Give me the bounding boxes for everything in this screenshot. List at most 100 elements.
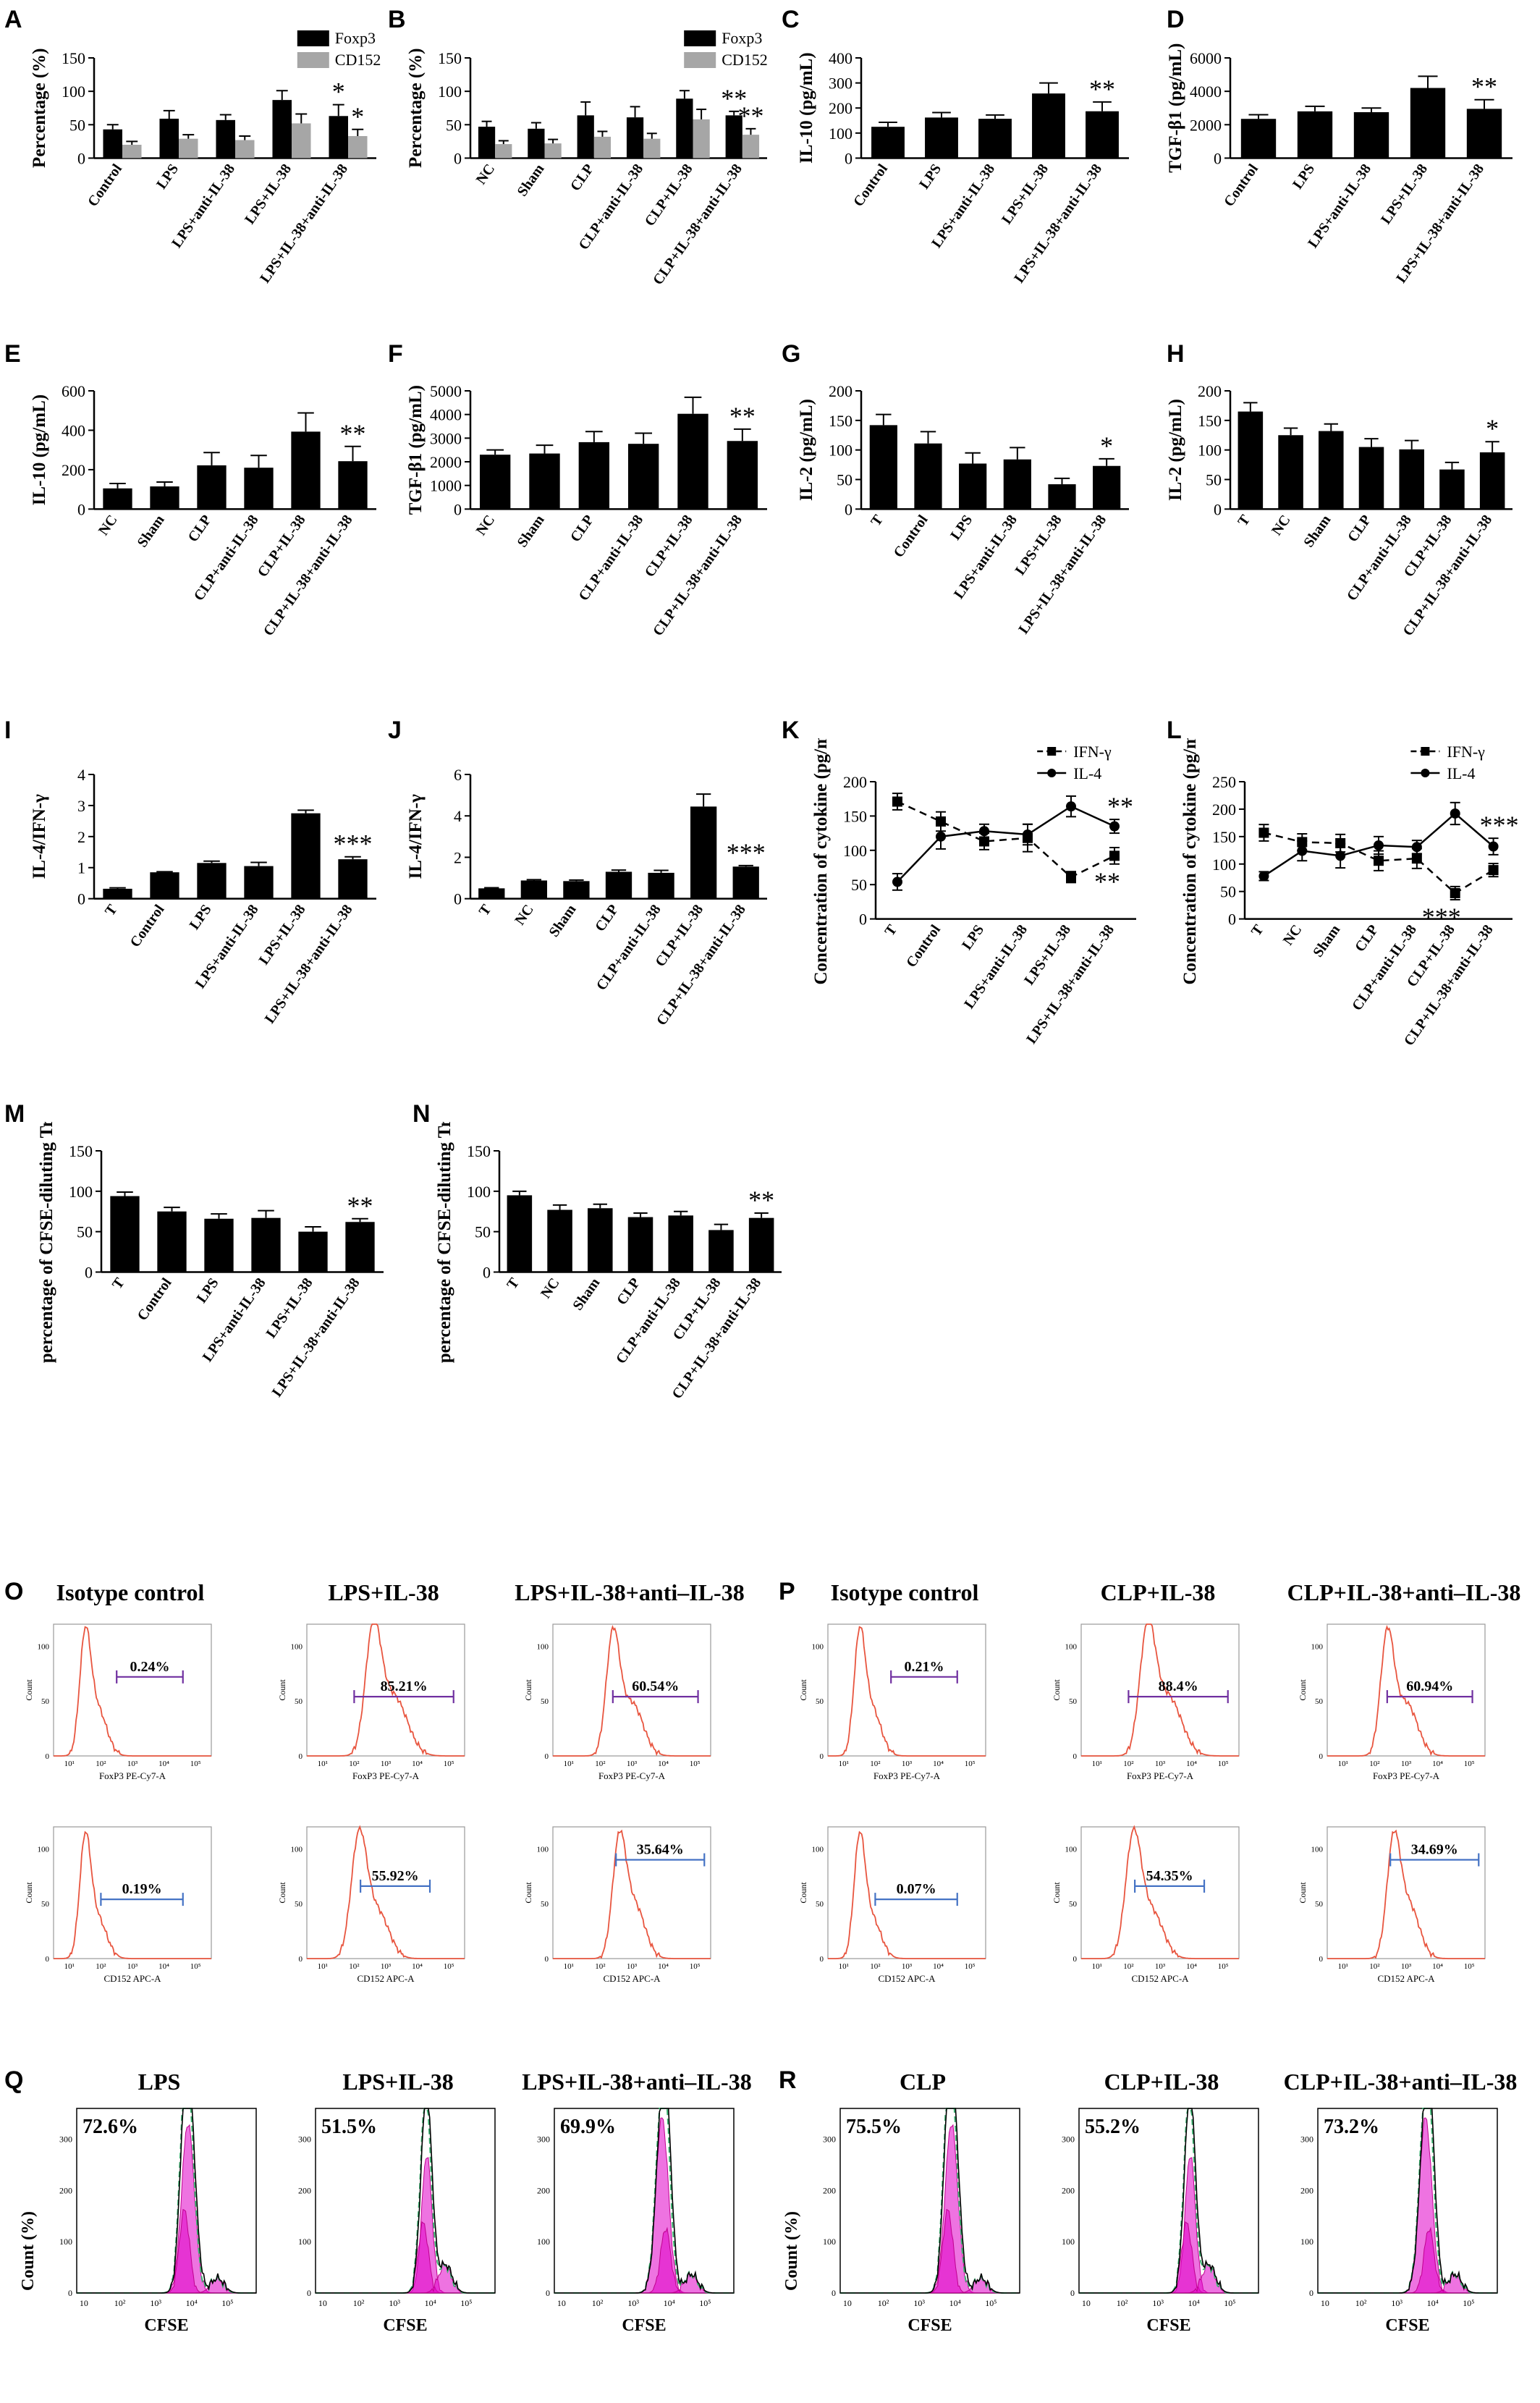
significance-mark: ** (729, 402, 756, 431)
plot-frame (306, 1623, 465, 1757)
y-tick-label: 0 (845, 149, 852, 167)
bar (605, 871, 632, 899)
bar (110, 1196, 140, 1272)
data-point (979, 836, 989, 847)
y-tick-label: 200 (1300, 2185, 1313, 2195)
bar-foxp3 (329, 116, 348, 159)
x-tick-label: NC (538, 1275, 563, 1301)
y-tick-label: 100 (537, 2237, 550, 2247)
x-tick-label: 10³ (627, 2298, 639, 2308)
y-tick-label: 100 (1300, 2237, 1313, 2247)
y-tick-label: 100 (1198, 442, 1222, 460)
bar-foxp3 (478, 127, 496, 159)
y-tick-label: 100 (291, 1845, 303, 1854)
x-tick-label: 10² (870, 1760, 881, 1768)
histogram-trace (307, 1825, 465, 1959)
x-axis-label: CFSE (908, 2316, 952, 2334)
x-tick-label: 10³ (902, 1962, 913, 1971)
x-tick-label: 10⁵ (444, 1962, 454, 1971)
chart-C: 0 100 200 300 400 IL-10 (pg/mL) ** Control LPS LP… (797, 49, 1129, 286)
x-tick-label: 10³ (127, 1760, 138, 1768)
x-tick-label: LPS (947, 512, 976, 544)
x-tick-label: 10⁵ (190, 1962, 201, 1971)
histogram-trace (828, 1626, 986, 1757)
y-tick-label: 0 (77, 500, 85, 518)
bar (1439, 469, 1465, 510)
x-tick-label: 10⁵ (985, 2298, 997, 2308)
x-tick-label: 10⁴ (1188, 2298, 1200, 2308)
y-tick-label: 50 (475, 1223, 491, 1241)
y-tick-label: 6 (454, 766, 462, 784)
y-tick-label: 50 (1315, 1697, 1324, 1706)
bar (507, 1195, 533, 1272)
x-tick-label: LPS (916, 161, 944, 193)
significance-mark: ** (340, 419, 366, 448)
y-tick-label: 0 (68, 2288, 72, 2298)
bar (204, 1218, 234, 1272)
panel-label-M: M (4, 1100, 25, 1128)
raw-histogram (840, 2108, 1020, 2294)
bar (1086, 111, 1119, 159)
y-axis-label: percentage of CFSE-diluting Tresp (%) (435, 1122, 454, 1363)
y-tick-label: 4 (454, 807, 462, 825)
foxp3-histogram: 0 50 100 10¹ 10² 10³ 10⁴ 10⁵ Count FoxP3 PE-Cy7-A… (277, 1623, 465, 1781)
bar (197, 863, 227, 899)
x-axis-label: FoxP3 PE-Cy7-A (1127, 1770, 1194, 1781)
y-tick-label: 100 (1212, 856, 1236, 874)
gate-percentage: 54.35% (1146, 1868, 1193, 1884)
x-tick-label: 10⁵ (1218, 1962, 1229, 1971)
flow-title: Isotype control (56, 1579, 205, 1605)
generation-peak (1079, 2262, 1258, 2294)
bar (677, 413, 708, 510)
y-tick-label: 100 (38, 1642, 50, 1651)
y-tick-label: 300 (823, 2134, 836, 2145)
x-tick-label: Sham (1300, 512, 1334, 550)
generation-peak (316, 2221, 495, 2294)
legend-label: Foxp3 (335, 29, 376, 47)
bar (244, 866, 274, 899)
y-tick-label: 50 (816, 1900, 824, 1909)
y-tick-label: 400 (62, 421, 85, 439)
x-tick-label: 10¹ (839, 1760, 849, 1768)
y-tick-label: 50 (1069, 1697, 1078, 1706)
y-tick-label: 300 (298, 2134, 311, 2145)
cfse-histogram: 0 100 200 300 10 10² 10³ 10⁴ 10⁵ CFSE 69.9% (537, 2108, 735, 2334)
raw-histogram (77, 2108, 256, 2294)
x-tick-label: NC (473, 161, 499, 187)
x-tick-label: 10⁴ (425, 2298, 436, 2308)
x-axis-label: CD152 APC-A (357, 1973, 415, 1984)
x-tick-label: T (109, 1275, 128, 1292)
x-tick-label: 10⁴ (1432, 1760, 1443, 1768)
y-axis-label: Count (1298, 1882, 1308, 1904)
y-tick-label: 0 (85, 1264, 93, 1282)
x-tick-label: 10⁵ (965, 1760, 976, 1768)
plot-frame (552, 1826, 711, 1959)
y-axis-label: IL-10 (pg/mL) (797, 52, 816, 163)
bar (869, 425, 897, 510)
x-tick-label: 10² (870, 1962, 881, 1971)
x-axis-label: CD152 APC-A (103, 1973, 161, 1984)
x-tick-label: Control (850, 161, 891, 209)
data-point (1066, 801, 1076, 812)
histogram-trace (828, 1830, 986, 1959)
x-tick-label: CLP (1345, 512, 1374, 545)
y-tick-label: 50 (541, 1900, 549, 1909)
bar (871, 127, 905, 159)
cd152-histogram: 0 50 100 10¹ 10² 10³ 10⁴ 10⁵ Count CD152 APC-A 35.… (523, 1826, 711, 1984)
y-tick-label: 0 (546, 2288, 550, 2298)
x-tick-label: Sham (515, 161, 548, 199)
x-tick-label: 10⁴ (933, 1760, 944, 1768)
x-tick-label: LPS+IL-38+anti-IL-38 (1023, 922, 1117, 1047)
y-tick-label: 100 (1062, 2237, 1075, 2247)
y-tick-label: 0 (46, 1752, 50, 1761)
histogram-trace (54, 1830, 211, 1959)
y-tick-label: 0 (820, 1752, 824, 1761)
plot-frame (53, 1623, 212, 1757)
gate-percentage: 0.24% (130, 1659, 169, 1675)
x-axis-label: FoxP3 PE-Cy7-A (873, 1770, 941, 1781)
y-axis-label: IL-4/IFN-γ (30, 794, 49, 879)
x-tick-label: CLP (567, 161, 597, 194)
x-tick-label: CLP+IL-38+anti-IL-38 (261, 512, 356, 639)
data-point (1023, 829, 1033, 840)
y-axis-label: TGF-β1 (pg/mL) (406, 385, 426, 515)
